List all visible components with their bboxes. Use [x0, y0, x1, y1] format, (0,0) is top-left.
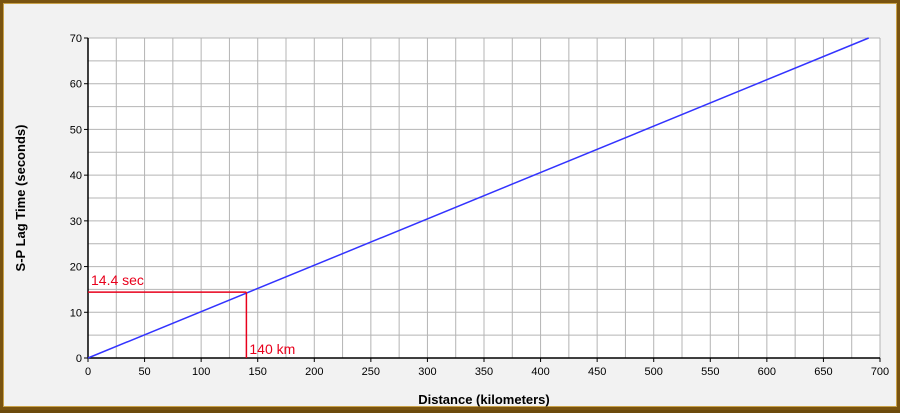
y-tick-labels: 0 10 20 30 40 50 60 70 [70, 33, 82, 365]
x-tick-label: 600 [758, 366, 776, 378]
x-tick-label: 650 [814, 366, 832, 378]
y-axis-title: S-P Lag Time (seconds) [13, 125, 28, 272]
grid [87, 37, 881, 359]
x-tick-label: 300 [418, 366, 436, 378]
y-tick-label: 50 [70, 124, 82, 136]
y-tick-label: 10 [70, 307, 82, 319]
axes [84, 37, 881, 362]
x-tick-label: 250 [362, 366, 380, 378]
x-tick-label: 550 [701, 366, 719, 378]
x-tick-label: 500 [645, 366, 663, 378]
y-tick-label: 20 [70, 262, 82, 274]
x-tick-label: 400 [531, 366, 549, 378]
y-tick-label: 70 [70, 33, 82, 45]
x-tick-labels: 0 50 100 150 200 250 300 350 400 450 500 550 600 650 7… [85, 366, 889, 378]
y-tick-label: 30 [70, 216, 82, 228]
x-tick-label: 350 [475, 366, 493, 378]
x-tick-label: 450 [588, 366, 606, 378]
annotation-x-label: 140 km [249, 341, 295, 357]
x-axis-title: Distance (kilometers) [418, 392, 550, 407]
x-tick-label: 150 [249, 366, 267, 378]
annotations: 14.4 sec 140 km [88, 272, 295, 358]
series-line [87, 37, 869, 359]
x-tick-label: 50 [138, 366, 150, 378]
series-group [87, 37, 869, 359]
y-tick-label: 60 [70, 79, 82, 91]
y-tick-label: 0 [76, 353, 82, 365]
x-tick-label: 700 [871, 366, 889, 378]
annotation-y-label: 14.4 sec [91, 272, 144, 288]
chart-svg: 0 50 100 150 200 250 300 350 400 450 500 550 600 650 7… [13, 33, 889, 407]
x-tick-label: 100 [192, 366, 210, 378]
y-tick-label: 40 [70, 170, 82, 182]
x-tick-label: 200 [305, 366, 323, 378]
x-tick-label: 0 [85, 366, 91, 378]
